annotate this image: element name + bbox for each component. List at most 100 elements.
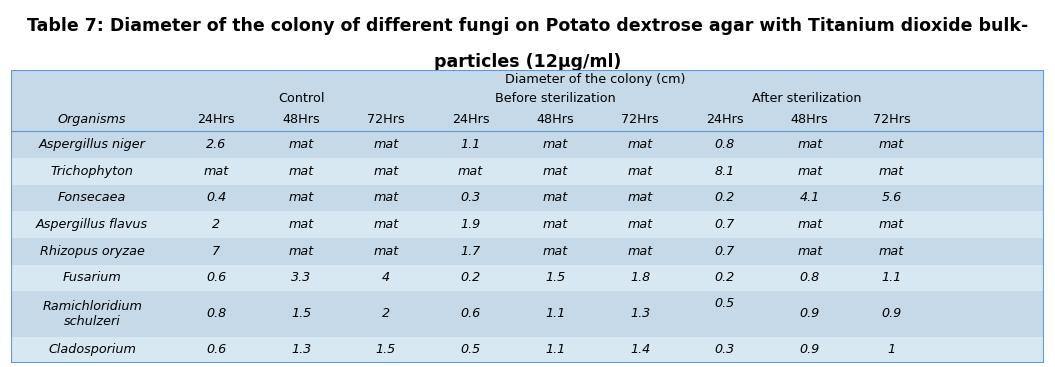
Text: 4: 4 bbox=[382, 272, 390, 284]
Text: mat: mat bbox=[628, 191, 653, 204]
Text: mat: mat bbox=[628, 218, 653, 231]
Text: 2: 2 bbox=[382, 308, 390, 320]
Text: 2: 2 bbox=[212, 218, 220, 231]
Text: mat: mat bbox=[879, 245, 904, 258]
Text: 8.1: 8.1 bbox=[715, 165, 735, 178]
Text: 5.6: 5.6 bbox=[881, 191, 902, 204]
Text: 72Hrs: 72Hrs bbox=[367, 113, 405, 126]
Text: mat: mat bbox=[288, 218, 313, 231]
Text: mat: mat bbox=[798, 138, 823, 151]
Text: 7: 7 bbox=[212, 245, 220, 258]
Text: 1.9: 1.9 bbox=[461, 218, 481, 231]
Text: Trichophyton: Trichophyton bbox=[51, 165, 134, 178]
Text: Aspergillus niger: Aspergillus niger bbox=[39, 138, 146, 151]
Text: 0.6: 0.6 bbox=[206, 272, 227, 284]
Text: Aspergillus flavus: Aspergillus flavus bbox=[36, 218, 149, 231]
Text: 1.5: 1.5 bbox=[545, 272, 565, 284]
Text: 1.1: 1.1 bbox=[545, 344, 565, 356]
Text: Table 7: Diameter of the colony of different fungi on Potato dextrose agar with : Table 7: Diameter of the colony of diffe… bbox=[26, 17, 1029, 34]
Text: particles (12μg/ml): particles (12μg/ml) bbox=[434, 53, 621, 71]
Text: mat: mat bbox=[542, 245, 568, 258]
Text: mat: mat bbox=[798, 165, 823, 178]
Text: 0.5: 0.5 bbox=[715, 298, 735, 310]
Text: 0.2: 0.2 bbox=[715, 272, 735, 284]
Text: 0.3: 0.3 bbox=[715, 344, 735, 356]
Text: Ramichloridium
schulzeri: Ramichloridium schulzeri bbox=[42, 300, 142, 328]
Text: After sterilization: After sterilization bbox=[752, 92, 861, 105]
Text: 1.1: 1.1 bbox=[461, 138, 481, 151]
Text: 1.7: 1.7 bbox=[461, 245, 481, 258]
Text: mat: mat bbox=[373, 218, 399, 231]
Text: mat: mat bbox=[542, 218, 568, 231]
Bar bbox=[11, 185, 1044, 211]
Text: mat: mat bbox=[542, 165, 568, 178]
Text: 24Hrs: 24Hrs bbox=[197, 113, 235, 126]
Text: 1.8: 1.8 bbox=[630, 272, 650, 284]
Text: Before sterilization: Before sterilization bbox=[495, 92, 616, 105]
Text: 0.7: 0.7 bbox=[715, 245, 735, 258]
Text: 1.5: 1.5 bbox=[291, 308, 311, 320]
Text: 0.7: 0.7 bbox=[715, 218, 735, 231]
Text: 4.1: 4.1 bbox=[800, 191, 820, 204]
Text: mat: mat bbox=[288, 245, 313, 258]
Text: Diameter of the colony (cm): Diameter of the colony (cm) bbox=[504, 73, 685, 86]
Text: 1: 1 bbox=[887, 344, 896, 356]
Text: mat: mat bbox=[879, 165, 904, 178]
Text: 48Hrs: 48Hrs bbox=[282, 113, 320, 126]
Text: mat: mat bbox=[458, 165, 483, 178]
Text: 0.2: 0.2 bbox=[715, 191, 735, 204]
Text: 1.3: 1.3 bbox=[630, 308, 650, 320]
Text: 48Hrs: 48Hrs bbox=[791, 113, 828, 126]
Text: mat: mat bbox=[628, 138, 653, 151]
Text: 0.9: 0.9 bbox=[881, 308, 902, 320]
Text: Fonsecaea: Fonsecaea bbox=[58, 191, 127, 204]
Text: mat: mat bbox=[542, 138, 568, 151]
Text: 0.8: 0.8 bbox=[715, 138, 735, 151]
Bar bbox=[11, 211, 1044, 238]
Text: 24Hrs: 24Hrs bbox=[452, 113, 490, 126]
Text: 1.5: 1.5 bbox=[376, 344, 396, 356]
Text: 72Hrs: 72Hrs bbox=[621, 113, 659, 126]
Bar bbox=[11, 265, 1044, 291]
Text: mat: mat bbox=[288, 138, 313, 151]
Text: 0.9: 0.9 bbox=[800, 344, 820, 356]
Text: mat: mat bbox=[879, 218, 904, 231]
Bar bbox=[11, 131, 1044, 158]
Text: mat: mat bbox=[879, 138, 904, 151]
Bar bbox=[11, 291, 1044, 337]
Text: mat: mat bbox=[373, 165, 399, 178]
Text: mat: mat bbox=[373, 245, 399, 258]
Text: mat: mat bbox=[798, 245, 823, 258]
Text: mat: mat bbox=[628, 245, 653, 258]
Text: 0.6: 0.6 bbox=[206, 344, 227, 356]
Text: Control: Control bbox=[277, 92, 324, 105]
Text: 0.4: 0.4 bbox=[206, 191, 227, 204]
Text: 1.1: 1.1 bbox=[545, 308, 565, 320]
Text: 0.9: 0.9 bbox=[800, 308, 820, 320]
Text: mat: mat bbox=[798, 218, 823, 231]
Text: mat: mat bbox=[373, 191, 399, 204]
Text: 0.5: 0.5 bbox=[461, 344, 481, 356]
Text: 0.2: 0.2 bbox=[461, 272, 481, 284]
Text: 0.6: 0.6 bbox=[461, 308, 481, 320]
Text: 48Hrs: 48Hrs bbox=[537, 113, 574, 126]
Text: mat: mat bbox=[288, 191, 313, 204]
Text: 0.3: 0.3 bbox=[461, 191, 481, 204]
Text: mat: mat bbox=[204, 165, 229, 178]
Text: mat: mat bbox=[542, 191, 568, 204]
Bar bbox=[11, 158, 1044, 185]
Text: mat: mat bbox=[288, 165, 313, 178]
Text: 1.3: 1.3 bbox=[291, 344, 311, 356]
Text: Cladosporium: Cladosporium bbox=[49, 344, 136, 356]
Text: 1.1: 1.1 bbox=[881, 272, 902, 284]
Text: 0.8: 0.8 bbox=[800, 272, 820, 284]
Text: mat: mat bbox=[628, 165, 653, 178]
Text: 2.6: 2.6 bbox=[206, 138, 227, 151]
Text: 3.3: 3.3 bbox=[291, 272, 311, 284]
Text: 24Hrs: 24Hrs bbox=[706, 113, 744, 126]
Text: 1.4: 1.4 bbox=[630, 344, 650, 356]
Text: Fusarium: Fusarium bbox=[63, 272, 121, 284]
Text: 72Hrs: 72Hrs bbox=[872, 113, 910, 126]
Text: mat: mat bbox=[373, 138, 399, 151]
Bar bbox=[11, 238, 1044, 265]
